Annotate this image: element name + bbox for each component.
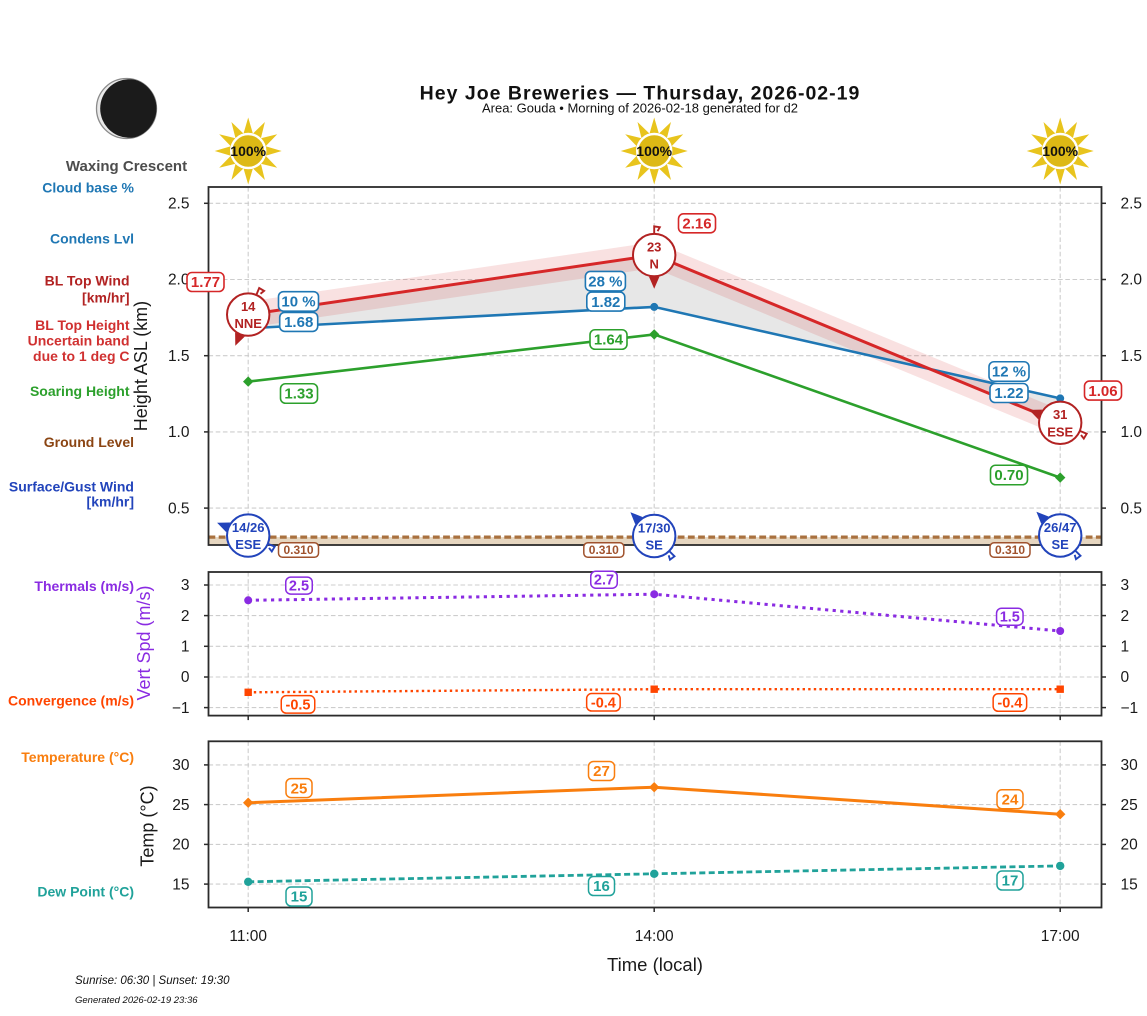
svg-text:Hey Joe Breweries — Thursday,: Hey Joe Breweries — Thursday, 2026-02-19 [420,83,861,105]
svg-text:Temperature (°C): Temperature (°C) [21,749,134,765]
svg-text:2.0: 2.0 [168,272,190,289]
svg-text:25: 25 [291,780,308,797]
svg-text:1.0: 1.0 [1121,424,1143,441]
svg-text:1.77: 1.77 [191,274,220,291]
svg-text:17/30: 17/30 [638,520,671,535]
svg-text:15: 15 [172,876,189,893]
svg-text:[km/hr]: [km/hr] [82,290,129,306]
svg-text:1.82: 1.82 [591,294,620,311]
svg-text:28 %: 28 % [588,273,622,290]
svg-text:Dew Point (°C): Dew Point (°C) [37,884,134,900]
svg-text:30: 30 [172,757,190,774]
svg-text:27: 27 [593,763,610,780]
svg-text:20: 20 [172,837,190,854]
svg-text:100%: 100% [636,143,672,159]
svg-text:0.5: 0.5 [168,500,190,517]
svg-text:-0.5: -0.5 [286,697,311,713]
svg-text:Convergence (m/s): Convergence (m/s) [8,693,134,709]
svg-text:3: 3 [1121,577,1130,594]
svg-text:1: 1 [1121,639,1130,656]
svg-text:10 %: 10 % [281,294,315,311]
svg-text:Height ASL (km): Height ASL (km) [131,301,151,431]
svg-text:26/47: 26/47 [1044,520,1077,535]
svg-text:Condens Lvl: Condens Lvl [50,231,134,247]
svg-text:2: 2 [181,608,190,625]
svg-text:2.0: 2.0 [1121,272,1143,289]
svg-text:3: 3 [181,577,190,594]
svg-text:2.5: 2.5 [168,196,190,213]
svg-text:100%: 100% [230,143,266,159]
svg-text:23: 23 [647,240,661,255]
svg-text:17:00: 17:00 [1041,928,1080,945]
svg-text:100%: 100% [1042,143,1078,159]
svg-text:Thermals (m/s): Thermals (m/s) [34,578,134,594]
svg-text:1.5: 1.5 [1121,348,1143,365]
svg-text:25: 25 [172,797,189,814]
svg-text:0.310: 0.310 [995,543,1025,557]
svg-text:ESE: ESE [1047,424,1073,439]
svg-text:31: 31 [1053,407,1067,422]
svg-text:25: 25 [1121,797,1138,814]
svg-text:SE: SE [1052,537,1070,552]
svg-text:17: 17 [1002,873,1019,890]
svg-text:Sunrise: 06:30 | Sunset: 19:30: Sunrise: 06:30 | Sunset: 19:30 [75,975,230,987]
svg-text:0.310: 0.310 [283,543,313,557]
svg-text:due to 1 deg C: due to 1 deg C [33,348,129,364]
svg-text:1.06: 1.06 [1088,383,1117,400]
svg-text:11:00: 11:00 [229,928,267,945]
svg-text:BL Top Height: BL Top Height [35,317,130,333]
svg-text:2.5: 2.5 [1121,196,1143,213]
svg-text:-0.4: -0.4 [591,695,616,711]
svg-text:15: 15 [291,889,308,906]
svg-text:2.5: 2.5 [289,579,309,595]
svg-text:2.7: 2.7 [594,573,614,589]
svg-text:Uncertain band: Uncertain band [28,333,130,349]
svg-text:12 %: 12 % [992,364,1026,381]
svg-text:SE: SE [646,538,664,553]
svg-text:-0.4: -0.4 [997,696,1022,712]
svg-text:Surface/Gust Wind: Surface/Gust Wind [9,479,134,495]
svg-text:Time (local): Time (local) [607,954,703,975]
svg-text:[km/hr]: [km/hr] [87,494,134,510]
svg-text:1.5: 1.5 [1000,610,1020,626]
svg-text:−1: −1 [1121,700,1139,717]
svg-text:0: 0 [181,669,190,686]
svg-text:14:00: 14:00 [635,928,674,945]
svg-text:Area: Gouda • Morning of 2026-: Area: Gouda • Morning of 2026-02-18 gene… [482,101,798,116]
svg-text:Generated 2026-02-19 23:36: Generated 2026-02-19 23:36 [75,995,198,1006]
svg-text:15: 15 [1121,876,1138,893]
svg-text:ESE: ESE [235,537,261,552]
svg-text:1.33: 1.33 [284,386,313,403]
svg-text:1.68: 1.68 [284,314,313,331]
svg-text:2: 2 [1121,608,1130,625]
svg-text:BL Top Wind: BL Top Wind [45,273,130,289]
svg-text:0.5: 0.5 [1121,500,1143,517]
svg-text:0.70: 0.70 [994,467,1023,484]
svg-text:20: 20 [1121,837,1139,854]
svg-text:Ground Level: Ground Level [44,434,134,450]
svg-text:14: 14 [241,299,256,314]
svg-text:14/26: 14/26 [232,520,265,535]
svg-text:Soaring Height: Soaring Height [30,383,130,399]
svg-text:Cloud base %: Cloud base % [42,180,134,196]
svg-text:30: 30 [1121,757,1139,774]
svg-text:N: N [650,257,659,272]
svg-text:Vert Spd (m/s): Vert Spd (m/s) [134,585,154,700]
svg-text:1.22: 1.22 [994,385,1023,402]
svg-text:1.5: 1.5 [168,348,190,365]
svg-text:−1: −1 [172,700,190,717]
svg-text:2.16: 2.16 [682,216,711,233]
svg-text:1.0: 1.0 [168,424,190,441]
svg-text:NNE: NNE [234,316,262,331]
svg-text:24: 24 [1002,792,1019,809]
svg-text:0.310: 0.310 [589,543,619,557]
svg-text:Temp (°C): Temp (°C) [138,785,158,866]
svg-text:0: 0 [1121,669,1130,686]
svg-text:16: 16 [593,878,610,895]
svg-text:1: 1 [181,639,190,656]
svg-text:Waxing Crescent: Waxing Crescent [66,158,187,175]
svg-text:1.64: 1.64 [594,332,624,349]
